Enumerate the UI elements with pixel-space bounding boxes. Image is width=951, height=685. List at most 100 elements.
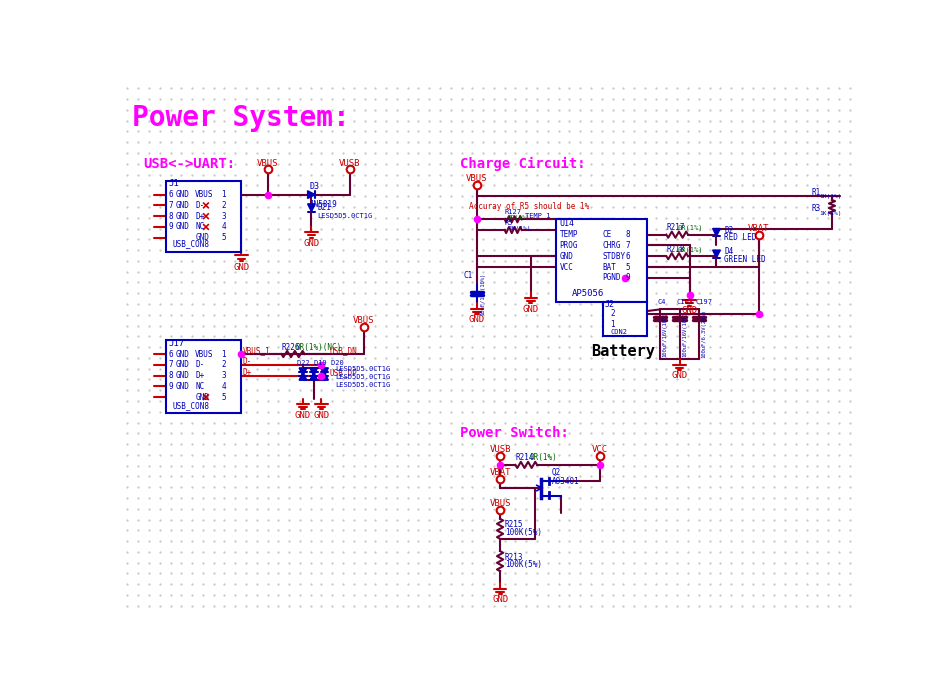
Text: 9: 9 bbox=[168, 382, 173, 391]
Text: Q2: Q2 bbox=[552, 468, 561, 477]
Text: LESD5D5.0CT1G: LESD5D5.0CT1G bbox=[336, 382, 391, 388]
Text: AP5056: AP5056 bbox=[572, 288, 604, 298]
Text: D+: D+ bbox=[195, 371, 204, 380]
Text: 0R(1%): 0R(1%) bbox=[508, 215, 531, 220]
Text: Battery: Battery bbox=[591, 344, 655, 359]
Text: GREEN LED: GREEN LED bbox=[724, 255, 766, 264]
Text: C197: C197 bbox=[696, 299, 712, 305]
Text: D22 D19 D20: D22 D19 D20 bbox=[297, 360, 343, 366]
Text: R217: R217 bbox=[667, 223, 685, 232]
Text: 7: 7 bbox=[626, 241, 631, 250]
Text: USB_DP: USB_DP bbox=[329, 368, 357, 377]
Text: J17: J17 bbox=[168, 338, 184, 348]
Text: GND: GND bbox=[303, 238, 320, 248]
Text: C4: C4 bbox=[657, 299, 666, 305]
Text: 100uF/16V(10%): 100uF/16V(10%) bbox=[663, 311, 668, 357]
Text: STDBY: STDBY bbox=[603, 251, 626, 261]
Text: 1: 1 bbox=[611, 321, 615, 329]
Text: D3: D3 bbox=[309, 182, 320, 191]
Text: LESD5D5.0CT1G: LESD5D5.0CT1G bbox=[336, 374, 391, 380]
Text: 5: 5 bbox=[222, 233, 226, 242]
Text: 100K(5%): 100K(5%) bbox=[505, 528, 542, 537]
Text: TEMP 1: TEMP 1 bbox=[525, 213, 551, 219]
Text: GND: GND bbox=[492, 595, 508, 604]
Text: 8: 8 bbox=[626, 230, 631, 239]
Polygon shape bbox=[310, 373, 318, 380]
Text: TEMP: TEMP bbox=[559, 230, 578, 239]
Polygon shape bbox=[712, 229, 720, 236]
Text: 4: 4 bbox=[222, 223, 226, 232]
Polygon shape bbox=[712, 250, 720, 258]
Text: CON2: CON2 bbox=[611, 329, 628, 336]
Bar bbox=[556, 219, 648, 302]
Text: 8: 8 bbox=[168, 212, 173, 221]
Text: 6: 6 bbox=[626, 251, 631, 261]
Text: VBUS: VBUS bbox=[466, 174, 488, 183]
Text: GND: GND bbox=[682, 306, 698, 315]
Text: CHRG: CHRG bbox=[603, 241, 621, 250]
Text: LESD5D5.0CT1G: LESD5D5.0CT1G bbox=[318, 213, 373, 219]
Text: VBUS: VBUS bbox=[490, 499, 511, 508]
Text: R3: R3 bbox=[812, 204, 822, 213]
Text: 3: 3 bbox=[222, 371, 226, 380]
Text: 7: 7 bbox=[168, 201, 173, 210]
Text: D-: D- bbox=[195, 201, 204, 210]
Text: GND: GND bbox=[195, 393, 209, 401]
Text: U14: U14 bbox=[559, 219, 574, 227]
Polygon shape bbox=[300, 373, 307, 380]
Text: J2: J2 bbox=[605, 300, 614, 309]
Text: Charge Circuit:: Charge Circuit: bbox=[460, 157, 586, 171]
Text: 4: 4 bbox=[222, 382, 226, 391]
Text: 0R(1%): 0R(1%) bbox=[677, 225, 703, 231]
Text: 5: 5 bbox=[626, 262, 631, 271]
Text: D-: D- bbox=[243, 357, 252, 366]
Text: GND: GND bbox=[671, 371, 688, 380]
Text: VUSB: VUSB bbox=[490, 445, 511, 454]
Text: GND: GND bbox=[176, 201, 190, 210]
Polygon shape bbox=[310, 368, 318, 375]
Text: D4: D4 bbox=[724, 247, 733, 256]
Polygon shape bbox=[320, 368, 328, 375]
Text: RED LED: RED LED bbox=[724, 233, 757, 242]
Text: 0R(1%): 0R(1%) bbox=[677, 246, 703, 253]
Text: CE: CE bbox=[603, 230, 611, 239]
Text: 0R(1%): 0R(1%) bbox=[530, 453, 557, 462]
Text: C1: C1 bbox=[463, 271, 473, 280]
Text: VBUS_1: VBUS_1 bbox=[243, 347, 271, 356]
Text: NC: NC bbox=[195, 382, 204, 391]
Text: R214: R214 bbox=[515, 453, 534, 462]
Polygon shape bbox=[307, 204, 316, 212]
Text: PROG: PROG bbox=[559, 241, 578, 250]
Text: 10uF/16V(10%): 10uF/16V(10%) bbox=[480, 273, 485, 315]
Text: 100uF/6.3V(20%): 100uF/6.3V(20%) bbox=[701, 310, 706, 358]
Text: Power System:: Power System: bbox=[132, 103, 350, 132]
Text: VBAT: VBAT bbox=[748, 224, 769, 233]
Text: GND: GND bbox=[176, 382, 190, 391]
Text: GND: GND bbox=[295, 411, 311, 420]
Text: J1: J1 bbox=[168, 179, 179, 188]
Text: R127: R127 bbox=[505, 210, 522, 215]
Text: USB_DN: USB_DN bbox=[329, 347, 357, 356]
Text: 100uF/16V(10%): 100uF/16V(10%) bbox=[682, 311, 687, 357]
Text: GND: GND bbox=[176, 360, 190, 369]
Text: 9: 9 bbox=[168, 223, 173, 232]
Text: GND: GND bbox=[176, 371, 190, 380]
Polygon shape bbox=[320, 373, 328, 380]
Text: D2: D2 bbox=[724, 225, 733, 234]
Text: 2: 2 bbox=[222, 360, 226, 369]
Text: 1K(1%): 1K(1%) bbox=[508, 226, 531, 231]
Bar bbox=[165, 340, 242, 413]
Text: D+: D+ bbox=[243, 368, 252, 377]
Text: 6: 6 bbox=[168, 190, 173, 199]
Text: 1K(1%): 1K(1%) bbox=[820, 210, 843, 216]
Bar bbox=[165, 181, 242, 251]
Text: 3: 3 bbox=[222, 212, 226, 221]
Text: 6: 6 bbox=[168, 349, 173, 358]
Text: 1: 1 bbox=[222, 190, 226, 199]
Text: VUSB: VUSB bbox=[340, 158, 360, 168]
Text: 0R(1%)(NC): 0R(1%)(NC) bbox=[295, 342, 341, 351]
Text: NC: NC bbox=[195, 223, 204, 232]
Text: GND: GND bbox=[469, 315, 485, 324]
Text: R218: R218 bbox=[667, 245, 685, 253]
Text: GND: GND bbox=[314, 411, 329, 420]
